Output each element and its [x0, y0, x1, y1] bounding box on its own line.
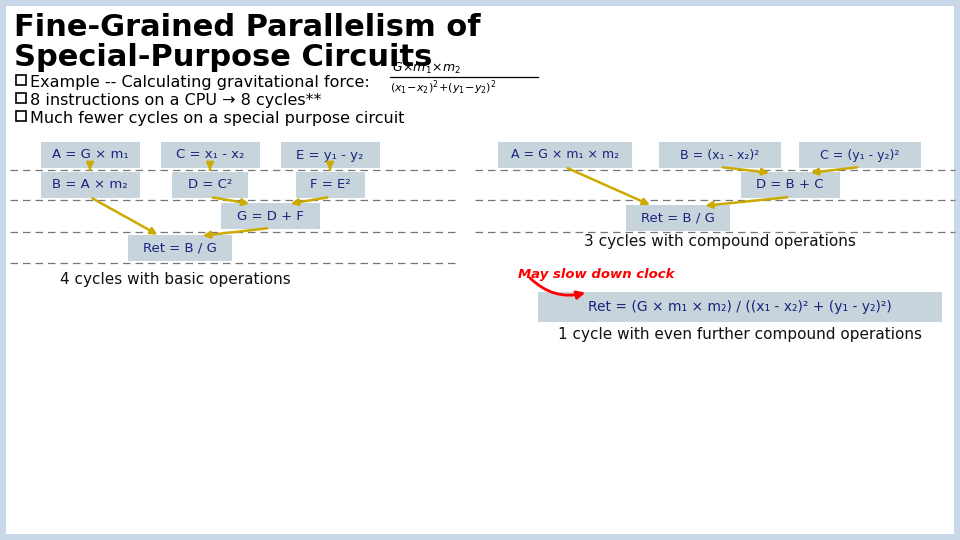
Text: Special-Purpose Circuits: Special-Purpose Circuits — [14, 43, 432, 72]
Text: $G\!\times\!m_1\!\times\!m_2$: $G\!\times\!m_1\!\times\!m_2$ — [392, 61, 461, 76]
FancyBboxPatch shape — [6, 6, 954, 534]
Text: Fine-Grained Parallelism of: Fine-Grained Parallelism of — [14, 13, 481, 42]
FancyBboxPatch shape — [172, 172, 248, 198]
Text: B = (x₁ - x₂)²: B = (x₁ - x₂)² — [681, 148, 759, 161]
FancyBboxPatch shape — [626, 205, 730, 231]
Text: Ret = (G × m₁ × m₂) / ((x₁ - x₂)² + (y₁ - y₂)²): Ret = (G × m₁ × m₂) / ((x₁ - x₂)² + (y₁ … — [588, 300, 892, 314]
FancyBboxPatch shape — [160, 142, 259, 168]
Text: Much fewer cycles on a special purpose circuit: Much fewer cycles on a special purpose c… — [30, 111, 404, 126]
FancyBboxPatch shape — [740, 172, 839, 198]
FancyBboxPatch shape — [40, 172, 139, 198]
Text: B = A × m₂: B = A × m₂ — [52, 179, 128, 192]
FancyBboxPatch shape — [538, 292, 942, 322]
Text: 4 cycles with basic operations: 4 cycles with basic operations — [60, 272, 290, 287]
Text: A = G × m₁ × m₂: A = G × m₁ × m₂ — [511, 148, 619, 161]
FancyBboxPatch shape — [280, 142, 379, 168]
FancyBboxPatch shape — [221, 203, 320, 229]
Bar — [16, 111, 26, 121]
Text: C = (y₁ - y₂)²: C = (y₁ - y₂)² — [820, 148, 900, 161]
Text: Ret = B / G: Ret = B / G — [640, 212, 714, 225]
Text: A = G × m₁: A = G × m₁ — [52, 148, 129, 161]
Text: 8 instructions on a CPU → 8 cycles**: 8 instructions on a CPU → 8 cycles** — [30, 93, 322, 108]
FancyBboxPatch shape — [128, 235, 232, 261]
FancyBboxPatch shape — [40, 142, 139, 168]
Text: D = C²: D = C² — [188, 179, 232, 192]
Text: C = x₁ - x₂: C = x₁ - x₂ — [176, 148, 244, 161]
Bar — [16, 75, 26, 85]
FancyBboxPatch shape — [659, 142, 781, 168]
Text: F = E²: F = E² — [310, 179, 350, 192]
Bar — [16, 93, 26, 103]
Text: E = y₁ - y₂: E = y₁ - y₂ — [297, 148, 364, 161]
Text: 1 cycle with even further compound operations: 1 cycle with even further compound opera… — [558, 327, 922, 342]
FancyBboxPatch shape — [296, 172, 365, 198]
Text: May slow down clock: May slow down clock — [518, 268, 675, 281]
Text: G = D + F: G = D + F — [236, 210, 303, 222]
FancyBboxPatch shape — [799, 142, 921, 168]
FancyBboxPatch shape — [498, 142, 632, 168]
Text: D = B + C: D = B + C — [756, 179, 824, 192]
Text: Example -- Calculating gravitational force:: Example -- Calculating gravitational for… — [30, 75, 370, 90]
Text: $(x_1\!-\!x_2)^2\!+\!(y_1\!-\!y_2)^2$: $(x_1\!-\!x_2)^2\!+\!(y_1\!-\!y_2)^2$ — [390, 78, 496, 97]
Text: Ret = B / G: Ret = B / G — [143, 241, 217, 254]
Text: 3 cycles with compound operations: 3 cycles with compound operations — [584, 234, 856, 249]
